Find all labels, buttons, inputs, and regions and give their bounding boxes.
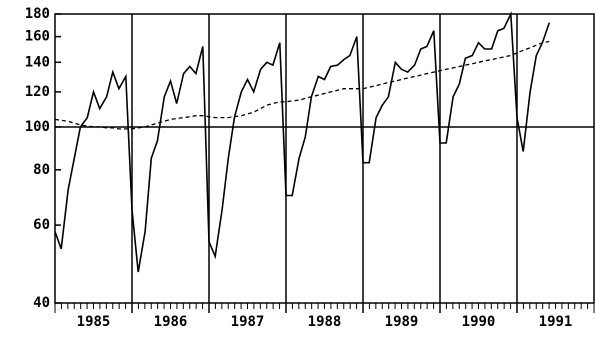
y-tick-label: 180 bbox=[25, 6, 50, 22]
series-line bbox=[54, 10, 551, 273]
x-tick-label: 1985 bbox=[77, 314, 111, 330]
y-tick-label: 120 bbox=[25, 84, 50, 100]
x-tick-label: 1990 bbox=[462, 314, 496, 330]
y-tick-label: 100 bbox=[25, 119, 50, 135]
trend-line bbox=[54, 40, 550, 130]
y-tick-label: 160 bbox=[25, 29, 50, 45]
y-tick-label: 80 bbox=[33, 162, 50, 178]
x-tick-label: 1989 bbox=[385, 314, 419, 330]
x-tick-label: 1986 bbox=[154, 314, 188, 330]
x-tick-label: 1988 bbox=[308, 314, 342, 330]
y-tick-label: 140 bbox=[25, 54, 50, 70]
y-tick-label: 60 bbox=[33, 217, 50, 233]
x-tick-label: 1991 bbox=[539, 314, 573, 330]
x-tick-label: 1987 bbox=[231, 314, 265, 330]
y-tick-label: 40 bbox=[33, 295, 50, 311]
